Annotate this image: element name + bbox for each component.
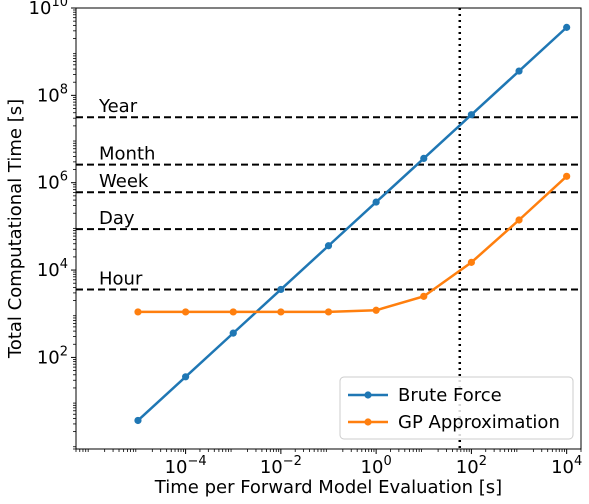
legend-box [339,376,574,440]
x-tick-label-1: 10−2 [260,454,302,478]
series-gp-approximation [134,172,571,316]
y-tick-exp-2: 6 [60,170,68,185]
x-tick-base-4: 10 [551,457,574,478]
point-brute-force-5 [372,198,380,206]
point-brute-force-4 [324,242,333,250]
y-tick-exp-0: 2 [60,344,68,359]
reference-lines: Hour Day Week Month Year [76,96,581,291]
reference-label-year: Year [98,96,138,117]
reference-label-week: Week [99,171,149,192]
x-tick-label-4: 104 [551,454,582,478]
x-tick-label-3: 102 [456,454,487,478]
y-tick-label-3: 108 [37,82,68,106]
y-tick-base-2: 10 [37,173,60,194]
point-gp-approximation-4 [324,308,333,316]
legend-marker-brute-force [364,391,372,399]
legend-label-gp-approximation: GP Approximation [398,412,560,433]
y-tick-label-0: 102 [37,344,68,368]
y-axis-label: Total Computational Time [s] [5,99,26,359]
point-gp-approximation-8 [515,216,523,224]
point-brute-force-0 [134,416,142,425]
y-tick-label-2: 106 [37,170,68,194]
point-gp-approximation-7 [467,258,475,266]
point-brute-force-6 [420,154,428,163]
series-group [134,23,571,425]
series-line-brute-force [137,26,568,422]
reference-label-day: Day [99,208,135,229]
point-gp-approximation-2 [229,308,237,316]
point-brute-force-2 [229,329,237,337]
x-axis-label: Time per Forward Model Evaluation [s] [154,477,502,498]
x-tick-exp-3: 2 [479,454,487,469]
point-gp-approximation-3 [277,308,285,316]
reference-label-month: Month [99,144,155,165]
y-tick-label-4: 1010 [29,0,68,19]
legend: Brute Force GP Approximation [339,376,574,440]
x-tick-exp-1: −2 [283,454,302,469]
point-gp-approximation-6 [420,292,428,300]
point-brute-force-3 [277,285,285,294]
point-brute-force-9 [563,23,571,31]
x-tick-label-2: 100 [361,454,392,478]
point-brute-force-1 [182,373,190,381]
y-tick-label-1: 104 [37,257,68,281]
x-tick-base-2: 10 [361,457,384,478]
reference-label-hour: Hour [99,268,143,289]
y-tick-exp-3: 8 [60,82,68,97]
series-line-gp-approximation [137,175,568,314]
y-tick-base-1: 10 [37,260,60,281]
x-tick-base-3: 10 [456,457,479,478]
point-gp-approximation-9 [563,172,571,180]
point-gp-approximation-5 [372,306,380,314]
x-tick-exp-2: 0 [383,454,391,469]
y-tick-exp-1: 4 [60,257,68,272]
y-tick-base-4: 10 [29,0,52,19]
series-brute-force [134,23,571,425]
y-tick-base-0: 10 [37,347,60,368]
x-axis-ticks: 10−4 10−2 100 102 104 [75,449,582,478]
y-tick-base-3: 10 [37,85,60,106]
x-tick-exp-0: −4 [187,454,206,469]
point-gp-approximation-1 [182,308,190,316]
legend-marker-gp-approximation [364,418,372,426]
x-tick-base-0: 10 [165,457,188,478]
x-tick-label-0: 10−4 [165,454,207,478]
point-brute-force-7 [467,111,475,119]
y-tick-exp-4: 10 [51,0,68,10]
legend-label-brute-force: Brute Force [398,385,502,406]
x-tick-base-1: 10 [260,457,283,478]
point-gp-approximation-0 [134,308,142,316]
x-tick-exp-4: 4 [574,454,582,469]
point-brute-force-8 [515,67,523,75]
